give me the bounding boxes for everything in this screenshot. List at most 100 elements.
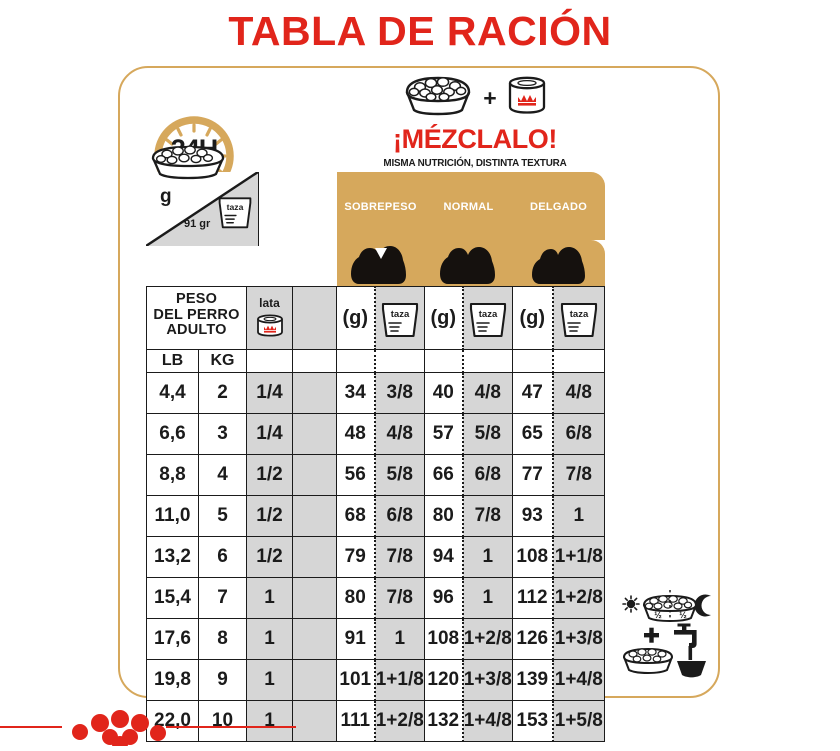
cell-normal-taza: 1+3/8 <box>461 659 514 701</box>
cell-normal-taza: 4/8 <box>461 372 514 414</box>
wet-food-can-icon <box>256 314 283 337</box>
cell-delgado-g: 108 <box>512 536 554 578</box>
delgado-g-unit-cell <box>512 349 554 373</box>
cell-normal-g: 132 <box>424 700 464 742</box>
ration-table: SOBREPESO NORMAL DELGADO <box>146 172 606 742</box>
sobrepeso-cup-header: taza <box>373 286 426 350</box>
band-spacer-2 <box>146 240 337 287</box>
category-label-sobrepeso: SOBREPESO <box>344 201 417 213</box>
svg-text:½: ½ <box>654 610 662 620</box>
divider-right <box>166 726 296 728</box>
cell-normal-taza: 1+2/8 <box>461 618 514 660</box>
cell-normal-taza: 7/8 <box>461 495 514 537</box>
sobrepeso-g-header: (g) <box>336 286 375 350</box>
cell-normal-taza: 5/8 <box>461 413 514 455</box>
cell-normal-g: 80 <box>424 495 464 537</box>
delgado-cup-header: taza <box>551 286 606 350</box>
cell-kg: 9 <box>198 659 247 701</box>
cell-sobrepeso-g: 101 <box>336 659 375 701</box>
cell-delgado-taza: 1+2/8 <box>551 577 606 619</box>
measuring-cup-icon: taza <box>381 302 418 338</box>
mix-headline: ¡MÉZCLALO! <box>393 124 557 154</box>
normal-cup-unit-cell <box>461 349 514 373</box>
cell-delgado-taza: 1+3/8 <box>551 618 606 660</box>
cell-lata: 1/2 <box>246 536 293 578</box>
delgado-cup-unit-cell <box>551 349 606 373</box>
cell-delgado-g: 47 <box>512 372 554 414</box>
column-header-row: PESO DEL PERRO ADULTO lata <box>146 286 606 350</box>
cell-lata: 1/4 <box>246 372 293 414</box>
cell-delgado-g: 112 <box>512 577 554 619</box>
weight-header-line2: DEL PERRO <box>153 306 240 323</box>
lb-header: LB <box>146 349 199 373</box>
cell-sobrepeso-g: 111 <box>336 700 375 742</box>
table-row: 17,6 8 1 91 1 108 1+2/8 126 1+3/8 <box>146 618 606 660</box>
mix-banner: + ¡MÉZCLALO! MISMA NUTRICIÓN, DISTINTA T… <box>360 70 590 169</box>
cell-delgado-g: 126 <box>512 618 554 660</box>
can-column-header: lata <box>246 286 293 350</box>
measuring-cup-icon: taza <box>469 302 506 338</box>
wet-food-can-icon <box>504 71 550 122</box>
svg-text:taza: taza <box>391 309 410 320</box>
moon-icon <box>694 594 711 617</box>
table-row: 15,4 7 1 80 7/8 96 1 112 1+2/8 <box>146 577 606 619</box>
delgado-g-header: (g) <box>512 286 554 350</box>
cell-delgado-taza: 4/8 <box>551 372 606 414</box>
table-row: 22,0 10 1 111 1+2/8 132 1+4/8 153 1+5/8 <box>146 700 606 742</box>
unit-header-row: LB KG <box>146 349 606 373</box>
sobrepeso-cup-unit-cell <box>373 349 426 373</box>
sun-icon <box>622 595 640 613</box>
cell-sobrepeso-taza: 5/8 <box>373 454 426 496</box>
cell-sobrepeso-g: 68 <box>336 495 375 537</box>
can-spacer-cell <box>292 495 337 537</box>
table-row: 13,2 6 1/2 79 7/8 94 1 108 1+1/8 <box>146 536 606 578</box>
weight-header-line3: ADULTO <box>166 322 227 339</box>
category-label-normal: NORMAL <box>443 201 494 213</box>
cell-delgado-taza: 1+5/8 <box>551 700 606 742</box>
cell-normal-g: 57 <box>424 413 464 455</box>
cell-normal-g: 108 <box>424 618 464 660</box>
table-row: 4,4 2 1/4 34 3/8 40 4/8 47 4/8 <box>146 372 606 414</box>
cell-kg: 7 <box>198 577 247 619</box>
cell-sobrepeso-g: 91 <box>336 618 375 660</box>
cell-lb: 19,8 <box>146 659 199 701</box>
cell-lata: 1/4 <box>246 413 293 455</box>
cell-sobrepeso-g: 56 <box>336 454 375 496</box>
cell-lata: 1 <box>246 700 293 742</box>
measuring-cup-icon: taza <box>560 302 597 338</box>
sobrepeso-g-unit-cell <box>336 349 375 373</box>
cell-sobrepeso-g: 48 <box>336 413 375 455</box>
cell-lb: 15,4 <box>146 577 199 619</box>
cell-kg: 2 <box>198 372 247 414</box>
kibble-bowl-icon <box>400 65 476 122</box>
table-row: 6,6 3 1/4 48 4/8 57 5/8 65 6/8 <box>146 413 606 455</box>
cell-normal-taza: 6/8 <box>461 454 514 496</box>
cell-sobrepeso-taza: 7/8 <box>373 536 426 578</box>
can-label: lata <box>259 296 280 311</box>
cell-kg: 5 <box>198 495 247 537</box>
normal-g-unit-cell <box>424 349 464 373</box>
cell-normal-g: 120 <box>424 659 464 701</box>
category-dog-row <box>146 240 605 287</box>
can-spacer-header <box>292 286 337 350</box>
cell-delgado-g: 65 <box>512 413 554 455</box>
cell-kg: 10 <box>198 700 247 742</box>
can-spacer-cell <box>292 618 337 660</box>
feeding-schedule-icons: ½ ½ <box>622 582 718 688</box>
cell-delgado-taza: 6/8 <box>551 413 606 455</box>
cell-lb: 11,0 <box>146 495 199 537</box>
cell-lb: 13,2 <box>146 536 199 578</box>
bowl-split-half-icon: ½ ½ <box>642 590 698 623</box>
table-row: 8,8 4 1/2 56 5/8 66 6/8 77 7/8 <box>146 454 606 496</box>
cup-weight-label: 91 gr <box>184 218 211 230</box>
cell-normal-g: 40 <box>424 372 464 414</box>
cell-normal-taza: 1+4/8 <box>461 700 514 742</box>
cell-lb: 17,6 <box>146 618 199 660</box>
dog-thin-icon <box>512 240 605 287</box>
can-spacer-cell <box>292 454 337 496</box>
gram-unit-label: g <box>160 186 172 207</box>
cell-delgado-taza: 1+1/8 <box>551 536 606 578</box>
cell-kg: 8 <box>198 618 247 660</box>
svg-text:taza: taza <box>479 309 498 320</box>
dog-normal-icon <box>424 240 513 287</box>
